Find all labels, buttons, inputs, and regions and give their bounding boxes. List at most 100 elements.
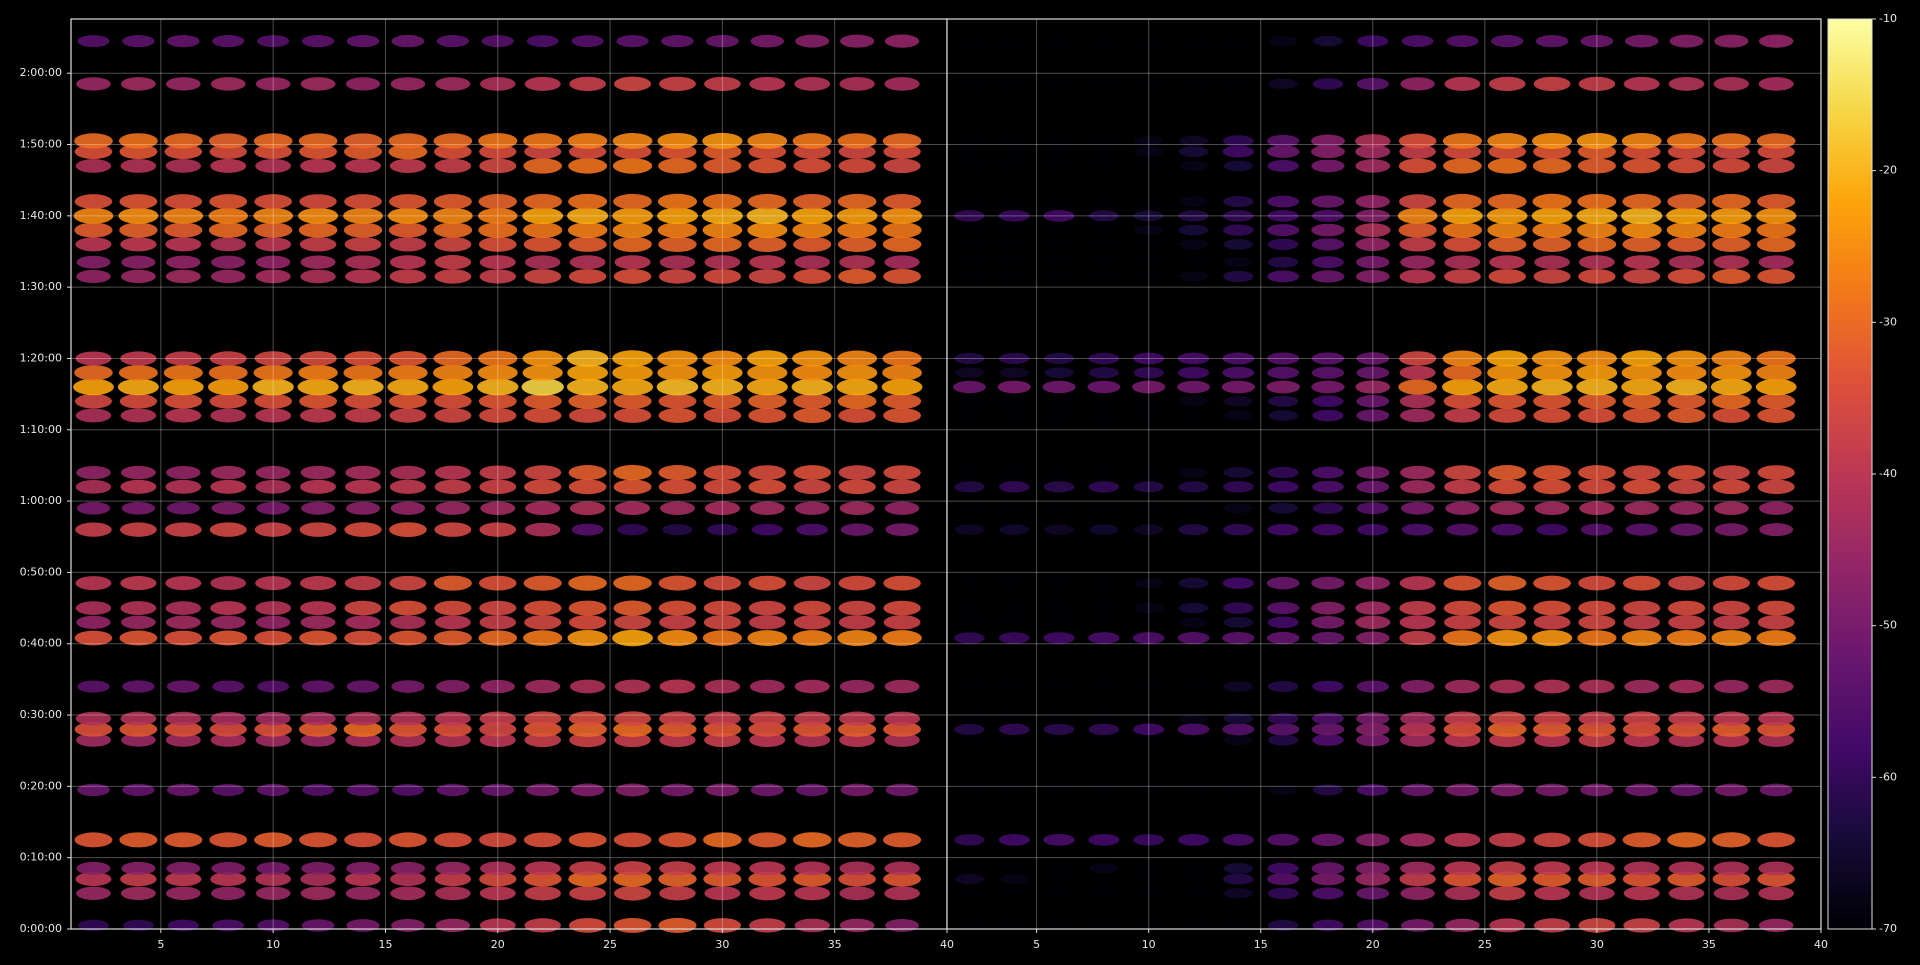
cell — [840, 523, 874, 536]
cell — [1400, 680, 1435, 693]
cell — [435, 501, 471, 515]
cell — [1000, 160, 1029, 171]
cell — [1311, 352, 1345, 365]
cell — [1267, 712, 1299, 725]
cell — [1312, 466, 1344, 479]
cell — [391, 34, 425, 48]
cell — [702, 222, 743, 239]
cell — [658, 600, 697, 616]
cell — [1267, 723, 1300, 736]
cell — [1487, 133, 1528, 149]
cell — [434, 144, 472, 160]
cell — [1443, 158, 1482, 174]
cell — [1669, 34, 1704, 48]
cell — [837, 236, 877, 252]
cell — [1578, 269, 1616, 284]
cell — [882, 236, 922, 253]
cell — [569, 886, 607, 901]
cell — [1044, 524, 1074, 535]
cell — [1356, 352, 1390, 365]
cell — [793, 575, 831, 591]
cell — [1355, 722, 1390, 736]
cell — [1401, 783, 1435, 797]
cell — [746, 350, 788, 367]
cell — [748, 236, 787, 252]
cell — [299, 832, 338, 848]
cell — [1045, 874, 1074, 885]
cell — [1670, 523, 1703, 536]
cell — [1622, 236, 1661, 252]
cell — [1713, 501, 1749, 515]
cell — [343, 144, 383, 160]
cell — [78, 919, 109, 932]
cell — [118, 133, 158, 149]
cell — [300, 255, 336, 269]
cell — [523, 721, 562, 737]
cell — [1713, 918, 1750, 933]
cell — [840, 34, 875, 48]
cell — [478, 350, 518, 367]
cell — [435, 918, 471, 933]
cell — [1356, 887, 1390, 900]
cell — [1625, 34, 1659, 48]
cell — [479, 733, 516, 748]
cell — [658, 871, 697, 887]
cell — [300, 615, 336, 630]
cell — [703, 832, 742, 848]
cell — [165, 269, 201, 284]
cell — [255, 408, 292, 423]
cell — [298, 364, 338, 381]
cell — [1399, 269, 1436, 284]
cell — [658, 917, 697, 933]
cell — [1487, 629, 1528, 647]
cell — [615, 783, 650, 797]
cell — [1222, 723, 1255, 736]
cell — [1179, 271, 1208, 282]
cell — [1312, 395, 1344, 408]
cell — [1756, 207, 1797, 224]
cell — [166, 680, 200, 693]
cell — [1758, 501, 1794, 515]
cell — [955, 503, 984, 514]
cell — [1758, 34, 1794, 48]
cell — [1134, 784, 1163, 795]
colorbar-tick-label: -20 — [1879, 164, 1897, 177]
cell — [436, 783, 470, 797]
cell — [73, 207, 114, 224]
cell — [1490, 783, 1525, 797]
cell — [1488, 886, 1526, 901]
cell — [162, 378, 204, 396]
cell — [1576, 350, 1617, 367]
cell — [1089, 681, 1118, 692]
cell — [479, 479, 517, 495]
cell — [568, 721, 607, 737]
cell — [434, 733, 471, 747]
cell — [523, 871, 562, 887]
cell — [1042, 380, 1076, 394]
cell — [1443, 365, 1482, 381]
cell — [885, 523, 919, 536]
cell — [299, 144, 338, 160]
cell — [751, 523, 783, 536]
cell — [165, 576, 202, 591]
cell — [255, 465, 291, 480]
cell — [1178, 224, 1209, 236]
cell — [479, 871, 517, 887]
cell — [345, 269, 381, 284]
cell — [1489, 679, 1525, 694]
cell — [477, 364, 518, 381]
cell — [209, 522, 247, 537]
cell — [1669, 501, 1704, 515]
cell — [1756, 350, 1796, 367]
cell — [434, 600, 472, 616]
cell — [522, 350, 563, 367]
cell — [119, 393, 158, 409]
cell — [955, 78, 984, 89]
cell — [566, 350, 609, 367]
cell — [567, 133, 608, 149]
cell — [300, 158, 337, 173]
cell — [434, 269, 472, 284]
y-tick-label: 0:50:00 — [20, 565, 62, 578]
cell — [388, 143, 428, 160]
cell — [1267, 833, 1300, 846]
